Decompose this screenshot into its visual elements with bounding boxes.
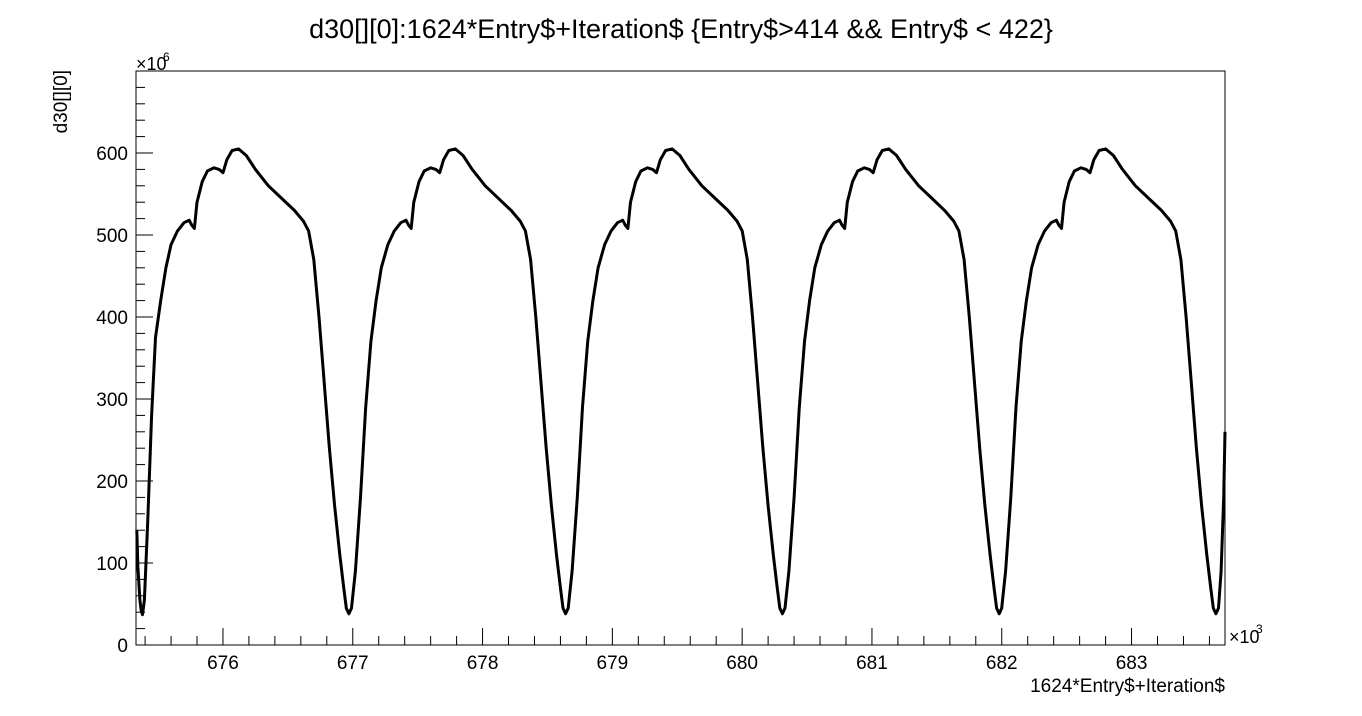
y-exponent: ×10 6 bbox=[136, 50, 170, 74]
x-tick-label: 682 bbox=[986, 653, 1018, 674]
y-axis-label: d30[][0] bbox=[51, 70, 72, 133]
x-tick-label: 679 bbox=[597, 653, 629, 674]
chart-title: d30[][0]:1624*Entry$+Iteration$ {Entry$>… bbox=[309, 14, 1053, 44]
tick-labels: 0 100 200 300 400 500 600 676 677 678 679 680 681 682… bbox=[96, 144, 1147, 674]
plot-frame bbox=[135, 70, 1226, 646]
y-tick-label: 600 bbox=[96, 144, 128, 165]
y-tick-label: 100 bbox=[96, 554, 128, 575]
axis-ticks bbox=[136, 70, 1210, 646]
y-tick-label: 200 bbox=[96, 472, 128, 493]
x-exponent-base: ×10 bbox=[1229, 627, 1260, 647]
x-axis-label: 1624*Entry$+Iteration$ bbox=[1030, 676, 1225, 697]
series-line-0 bbox=[135, 147, 1227, 617]
x-tick-label: 681 bbox=[856, 653, 888, 674]
x-exponent-power: 3 bbox=[1256, 622, 1263, 636]
x-tick-label: 683 bbox=[1116, 653, 1148, 674]
x-tick-label: 680 bbox=[726, 653, 758, 674]
y-tick-label: 0 bbox=[117, 636, 128, 657]
x-exponent: ×10 3 bbox=[1229, 622, 1263, 647]
x-tick-label: 677 bbox=[337, 653, 369, 674]
y-exponent-power: 6 bbox=[163, 50, 170, 64]
y-tick-label: 500 bbox=[96, 226, 128, 247]
y-exponent-base: ×10 bbox=[136, 54, 167, 74]
data-series bbox=[135, 147, 1227, 617]
x-tick-label: 678 bbox=[467, 653, 499, 674]
y-tick-label: 400 bbox=[96, 308, 128, 329]
x-tick-label: 676 bbox=[207, 653, 239, 674]
y-tick-label: 300 bbox=[96, 390, 128, 411]
